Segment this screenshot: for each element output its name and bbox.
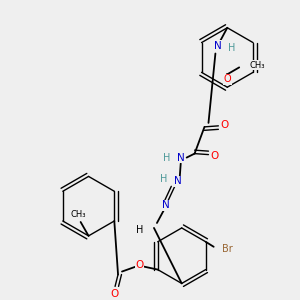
Text: H: H xyxy=(136,225,144,235)
Text: Br: Br xyxy=(222,244,233,254)
Text: N: N xyxy=(177,153,184,163)
Text: H: H xyxy=(163,153,170,163)
Text: CH₃: CH₃ xyxy=(71,210,86,219)
Text: N: N xyxy=(162,200,170,210)
Text: N: N xyxy=(174,176,182,186)
Text: O: O xyxy=(220,120,229,130)
Text: N: N xyxy=(214,40,221,51)
Text: CH₃: CH₃ xyxy=(249,61,265,70)
Text: O: O xyxy=(224,74,231,84)
Text: H: H xyxy=(160,174,168,184)
Text: O: O xyxy=(136,260,144,270)
Text: O: O xyxy=(110,289,118,299)
Text: H: H xyxy=(228,43,235,52)
Text: O: O xyxy=(210,151,218,160)
